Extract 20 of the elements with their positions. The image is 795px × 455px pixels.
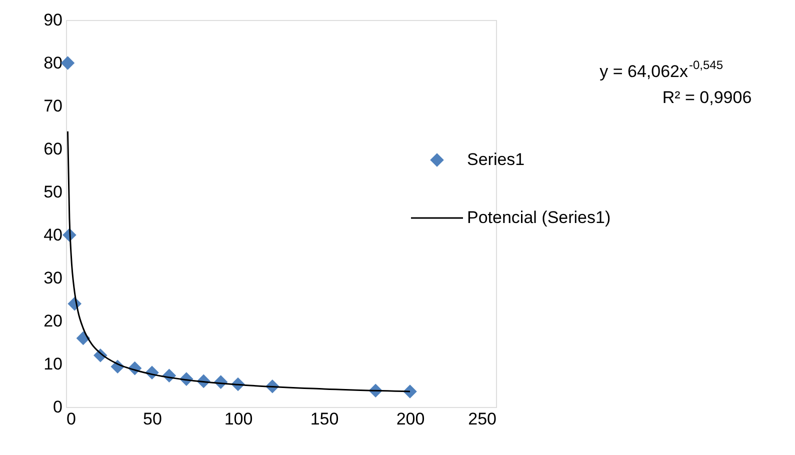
legend-label: Potencial (Series1) — [467, 208, 611, 227]
x-tick-label: 50 — [143, 410, 162, 428]
x-tick-label: 100 — [224, 410, 253, 428]
y-tick-label: 60 — [44, 140, 62, 158]
y-tick-label: 30 — [44, 268, 62, 288]
y-tick-label: 70 — [44, 96, 62, 116]
x-tick-label: 0 — [66, 410, 76, 428]
y-tick-label: 20 — [44, 312, 62, 330]
legend-label: Series1 — [467, 150, 525, 169]
x-tick-label: 250 — [468, 410, 496, 428]
y-tick-label: 10 — [44, 354, 62, 374]
y-tick-label: 50 — [44, 182, 62, 202]
y-tick-label: 80 — [44, 54, 62, 72]
x-tick-label: 150 — [310, 410, 339, 428]
y-tick-label: 0 — [53, 398, 62, 416]
text: R² = 0,9906 — [662, 88, 752, 107]
y-tick-label: 90 — [44, 10, 62, 30]
x-tick-label: 200 — [396, 410, 425, 428]
point — [60, 56, 75, 70]
y-tick-label: 40 — [44, 226, 62, 244]
